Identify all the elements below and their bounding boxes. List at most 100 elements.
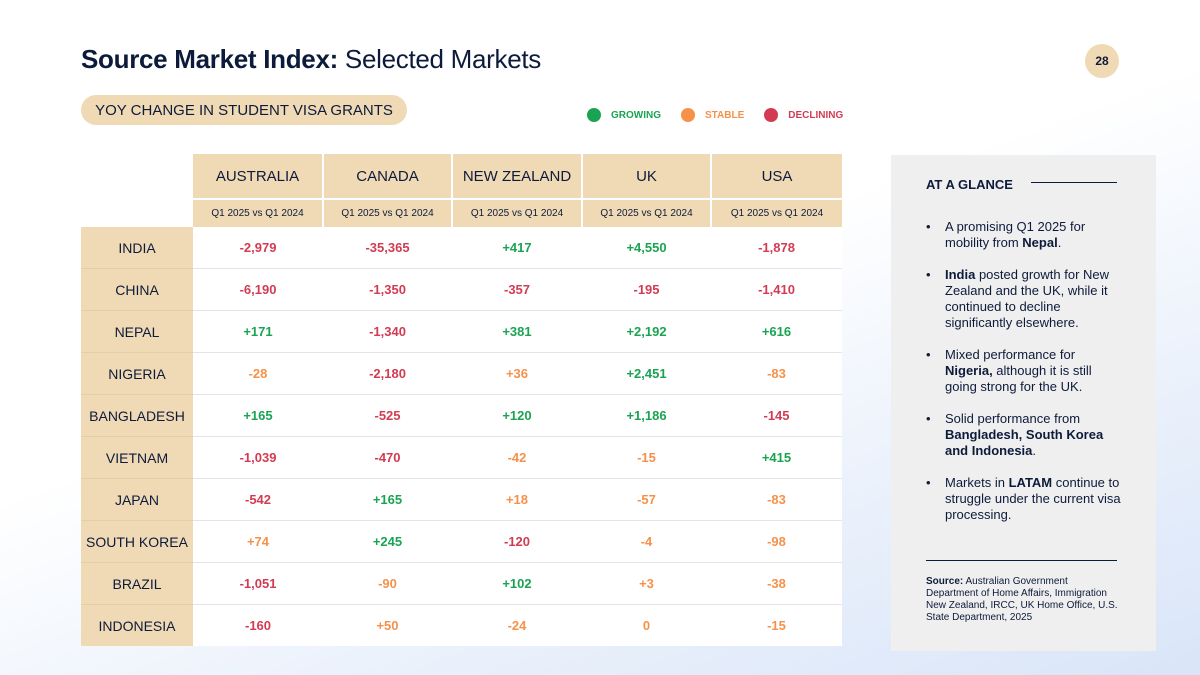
value-cell: -1,410	[711, 268, 842, 311]
value-cell: +1,186	[582, 394, 711, 437]
value-cell: -90	[323, 562, 452, 605]
section-pill: YOY CHANGE IN STUDENT VISA GRANTS	[81, 95, 407, 125]
column-period-label: Q1 2025 vs Q1 2024	[711, 198, 842, 227]
value-cell: -525	[323, 394, 452, 437]
legend-item-stable: STABLE	[681, 108, 744, 122]
value-cell: +18	[452, 478, 582, 521]
value-cell: -1,878	[711, 227, 842, 269]
glance-bullet: Solid performance from Bangladesh, South…	[926, 411, 1126, 459]
value-cell: +2,451	[582, 352, 711, 395]
glance-heading: AT A GLANCE	[926, 177, 1013, 192]
column-header-usa: USA	[711, 154, 842, 199]
status-legend: GROWING STABLE DECLINING	[587, 108, 863, 122]
source-text: Australian Government Department of Home…	[926, 576, 1118, 623]
value-cell: -2,979	[193, 227, 323, 269]
legend-label-declining: DECLINING	[788, 109, 844, 121]
legend-item-growing: GROWING	[587, 108, 661, 122]
value-cell: -4	[582, 520, 711, 563]
value-cell: +4,550	[582, 227, 711, 269]
value-cell: -57	[582, 478, 711, 521]
table-corner	[81, 154, 193, 199]
glance-bullet-text: posted growth for New Zealand and the UK…	[945, 267, 1110, 330]
value-cell: -15	[582, 436, 711, 479]
value-cell: -1,340	[323, 310, 452, 353]
glance-divider	[1031, 182, 1117, 183]
value-cell: +120	[452, 394, 582, 437]
legend-item-declining: DECLINING	[764, 108, 843, 122]
value-cell: -35,365	[323, 227, 452, 269]
source-note: Source: Australian Government Department…	[926, 576, 1121, 624]
growing-dot-icon	[587, 108, 601, 122]
value-cell: -1,051	[193, 562, 323, 605]
table-row: NIGERIA -28 -2,180 +36 +2,451 -83	[81, 352, 842, 395]
table-body: INDIA -2,979 -35,365 +417 +4,550 -1,878 CHINA -…	[81, 227, 842, 646]
value-cell: +381	[452, 310, 582, 353]
glance-bullet-text: A promising Q1 2025 for mobility from	[945, 219, 1086, 250]
value-cell: +165	[323, 478, 452, 521]
declining-dot-icon	[764, 108, 779, 122]
page-number-badge: 28	[1085, 44, 1119, 78]
glance-bullet-emphasis: India	[945, 267, 976, 282]
glance-bullet: India posted growth for New Zealand and …	[926, 267, 1126, 331]
value-cell: -1,350	[323, 268, 452, 311]
page-title: Source Market Index: Selected Markets	[81, 44, 541, 75]
glance-bullet-text: although it is still going strong for th…	[945, 363, 1092, 394]
table-row: NEPAL +171 -1,340 +381 +2,192 +616	[81, 310, 842, 353]
table-period-row: Q1 2025 vs Q1 2024 Q1 2025 vs Q1 2024 Q1…	[81, 198, 842, 227]
table-header-row: AUSTRALIA CANADA NEW ZEALAND UK USA	[81, 154, 842, 199]
table-row: VIETNAM -1,039 -470 -42 -15 +415	[81, 436, 842, 479]
value-cell: +50	[323, 604, 452, 646]
value-cell: -1,039	[193, 436, 323, 479]
table-row: INDONESIA -160 +50 -24 0 -15	[81, 604, 842, 646]
at-a-glance-panel: AT A GLANCE A promising Q1 2025 for mobi…	[891, 155, 1156, 651]
row-label-cell: SOUTH KOREA	[81, 520, 193, 563]
glance-bullet-text: Mixed performance for	[945, 347, 1076, 362]
value-cell: +3	[582, 562, 711, 605]
column-header-australia: AUSTRALIA	[193, 154, 324, 199]
row-label-cell: BANGLADESH	[81, 394, 193, 437]
row-label-cell: BRAZIL	[81, 562, 193, 605]
value-cell: -28	[193, 352, 323, 395]
glance-bullet-text: Solid performance from	[945, 411, 1081, 426]
value-cell: -470	[323, 436, 452, 479]
row-label-cell: CHINA	[81, 268, 193, 311]
stable-dot-icon	[681, 108, 695, 122]
glance-bullet-emphasis: Nigeria,	[945, 363, 993, 378]
value-cell: +415	[711, 436, 842, 479]
glance-bullet-text: .	[1057, 235, 1062, 250]
value-cell: -160	[193, 604, 323, 646]
column-period-label: Q1 2025 vs Q1 2024	[193, 198, 324, 227]
glance-bullet-text: .	[1032, 443, 1037, 458]
glance-bullet-list: A promising Q1 2025 for mobility from Ne…	[926, 219, 1126, 539]
column-header-new-zealand: NEW ZEALAND	[452, 154, 583, 199]
value-cell: -42	[452, 436, 582, 479]
value-cell: -6,190	[193, 268, 323, 311]
table-row: BANGLADESH +165 -525 +120 +1,186 -145	[81, 394, 842, 437]
column-period-label: Q1 2025 vs Q1 2024	[323, 198, 453, 227]
legend-label-growing: GROWING	[611, 109, 661, 121]
glance-bullet: A promising Q1 2025 for mobility from Ne…	[926, 219, 1126, 251]
column-header-canada: CANADA	[323, 154, 453, 199]
value-cell: -145	[711, 394, 842, 437]
table-row: CHINA -6,190 -1,350 -357 -195 -1,410	[81, 268, 842, 311]
value-cell: +102	[452, 562, 582, 605]
value-cell: +417	[452, 227, 582, 269]
glance-bullet-emphasis: Bangladesh, South Korea and Indonesia	[945, 427, 1104, 458]
value-cell: +74	[193, 520, 323, 563]
value-cell: 0	[582, 604, 711, 646]
value-cell: +36	[452, 352, 582, 395]
row-label-cell: INDONESIA	[81, 604, 193, 646]
value-cell: -83	[711, 478, 842, 521]
page-title-bold: Source Market Index:	[81, 44, 338, 74]
value-cell: +2,192	[582, 310, 711, 353]
value-cell: -2,180	[323, 352, 452, 395]
table-corner-sub	[81, 199, 193, 227]
table-row: BRAZIL -1,051 -90 +102 +3 -38	[81, 562, 842, 605]
source-divider	[926, 560, 1117, 561]
row-label-cell: VIETNAM	[81, 436, 193, 479]
glance-bullet-emphasis: Nepal	[1022, 235, 1058, 250]
value-cell: -24	[452, 604, 582, 646]
value-cell: -98	[711, 520, 842, 563]
value-cell: +171	[193, 310, 323, 353]
glance-bullet-text: Markets in	[945, 475, 1009, 490]
